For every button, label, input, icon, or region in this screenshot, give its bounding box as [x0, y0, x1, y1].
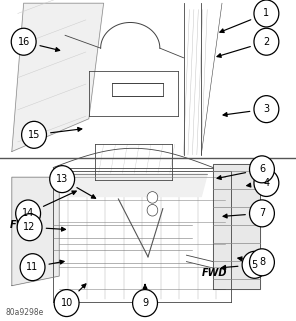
Text: 80a9298e: 80a9298e — [6, 308, 44, 317]
Circle shape — [22, 121, 46, 148]
Text: 15: 15 — [28, 130, 40, 140]
Text: FWD: FWD — [202, 268, 227, 279]
Circle shape — [16, 200, 41, 227]
Text: 16: 16 — [17, 37, 30, 47]
Circle shape — [254, 96, 279, 123]
Circle shape — [254, 0, 279, 27]
Circle shape — [54, 290, 79, 317]
Circle shape — [133, 290, 157, 317]
Circle shape — [254, 169, 279, 196]
Text: 10: 10 — [60, 298, 73, 308]
Text: 7: 7 — [259, 208, 265, 218]
Text: 3: 3 — [263, 104, 269, 114]
Circle shape — [147, 204, 158, 216]
Circle shape — [254, 28, 279, 55]
Text: 2: 2 — [263, 37, 270, 47]
Text: 12: 12 — [23, 222, 36, 232]
Circle shape — [242, 251, 267, 278]
Circle shape — [17, 214, 42, 241]
Text: FWD: FWD — [9, 220, 35, 230]
Polygon shape — [12, 177, 59, 286]
Circle shape — [250, 249, 274, 276]
Text: 5: 5 — [251, 260, 258, 270]
Circle shape — [250, 200, 274, 227]
Circle shape — [250, 156, 274, 183]
Polygon shape — [68, 174, 207, 196]
Text: 9: 9 — [142, 298, 148, 308]
Text: 1: 1 — [263, 8, 269, 19]
Text: 14: 14 — [22, 208, 34, 219]
Circle shape — [11, 28, 36, 55]
Circle shape — [20, 254, 45, 281]
Text: 4: 4 — [263, 178, 269, 188]
Text: 6: 6 — [259, 164, 265, 174]
Polygon shape — [213, 164, 260, 289]
Text: 8: 8 — [259, 257, 265, 267]
Polygon shape — [12, 3, 104, 152]
Circle shape — [50, 166, 75, 193]
Circle shape — [147, 192, 158, 203]
Text: 11: 11 — [26, 262, 39, 272]
Text: 13: 13 — [56, 174, 68, 184]
